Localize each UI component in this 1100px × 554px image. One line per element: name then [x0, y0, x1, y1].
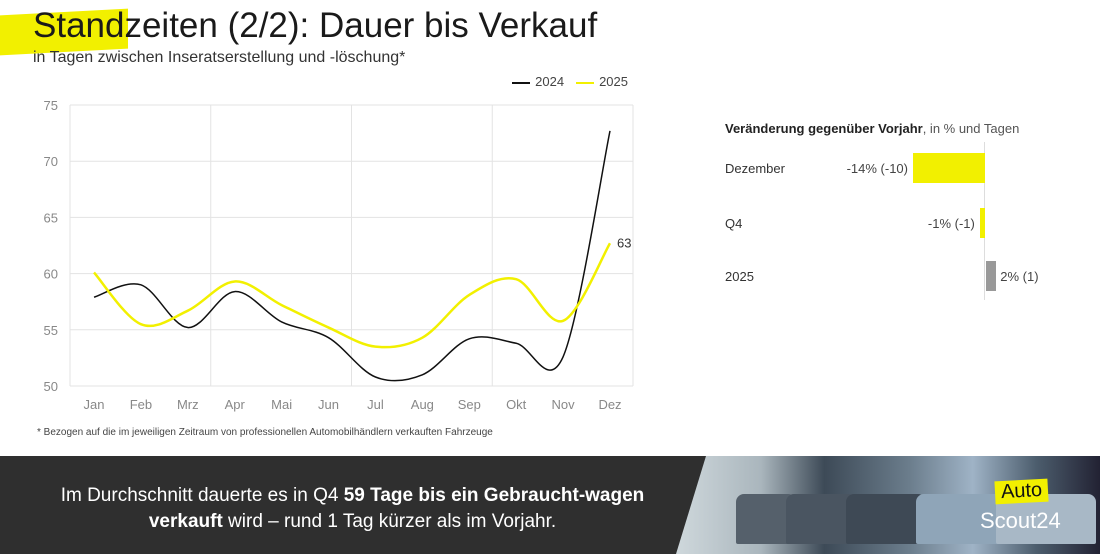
- banner-text: Im Durchschnitt dauerte es in Q4 59 Tage…: [60, 485, 645, 532]
- bar-chart-title: Veränderung gegenüber Vorjahr, in % und …: [725, 121, 1020, 136]
- line-series-2024: [93, 130, 611, 382]
- autoscout24-logo-text: Scout24: [980, 508, 1061, 533]
- footnote: * Bezogen auf die im jeweiligen Zeitraum…: [37, 427, 493, 438]
- page-title: Standzeiten (2/2): Dauer bis Verkauf: [33, 6, 598, 45]
- bar-value-label: 2% (1): [1000, 269, 1039, 284]
- x-tick-label: Jun: [318, 397, 339, 412]
- bar-category-label: Q4: [725, 216, 743, 231]
- end-value-label: 63: [617, 235, 631, 250]
- x-tick-label: Apr: [225, 397, 246, 412]
- bar: [913, 153, 985, 183]
- bar: [986, 261, 997, 291]
- y-tick-label: 55: [44, 323, 58, 338]
- y-tick-label: 65: [44, 210, 58, 225]
- x-tick-label: Aug: [411, 397, 434, 412]
- x-tick-label: Nov: [552, 397, 576, 412]
- y-tick-label: 60: [44, 267, 58, 282]
- x-tick-label: Mrz: [177, 397, 199, 412]
- legend-2025: 2025: [576, 74, 628, 89]
- x-tick-label: Jan: [84, 397, 105, 412]
- autoscout24-logo: Auto: [994, 478, 1049, 505]
- y-tick-label: 50: [44, 379, 58, 394]
- x-tick-label: Mai: [271, 397, 292, 412]
- x-tick-label: Sep: [458, 397, 481, 412]
- bar-value-label: -1% (-1): [927, 216, 975, 231]
- bar-value-label: -14% (-10): [846, 161, 908, 176]
- chart-legend: 2024 2025: [512, 74, 628, 89]
- x-tick-label: Feb: [130, 397, 152, 412]
- legend-2024: 2024: [512, 74, 564, 89]
- y-tick-label: 70: [44, 154, 58, 169]
- x-tick-label: Dez: [598, 397, 621, 412]
- car-photo: [676, 456, 1100, 554]
- bar-category-label: Dezember: [725, 161, 785, 176]
- x-tick-label: Jul: [367, 397, 384, 412]
- page-subtitle: in Tagen zwischen Inseratserstellung und…: [33, 49, 406, 66]
- y-tick-label: 75: [44, 98, 58, 113]
- x-tick-label: Okt: [506, 397, 527, 412]
- bar: [979, 208, 985, 238]
- bar-category-label: 2025: [725, 269, 754, 284]
- line-chart: 50 55 60 65 70 75 Jan Feb Mrz Apr Mai Jun Jul Aug Sep O…: [44, 98, 634, 412]
- line-series-2025: [93, 242, 612, 349]
